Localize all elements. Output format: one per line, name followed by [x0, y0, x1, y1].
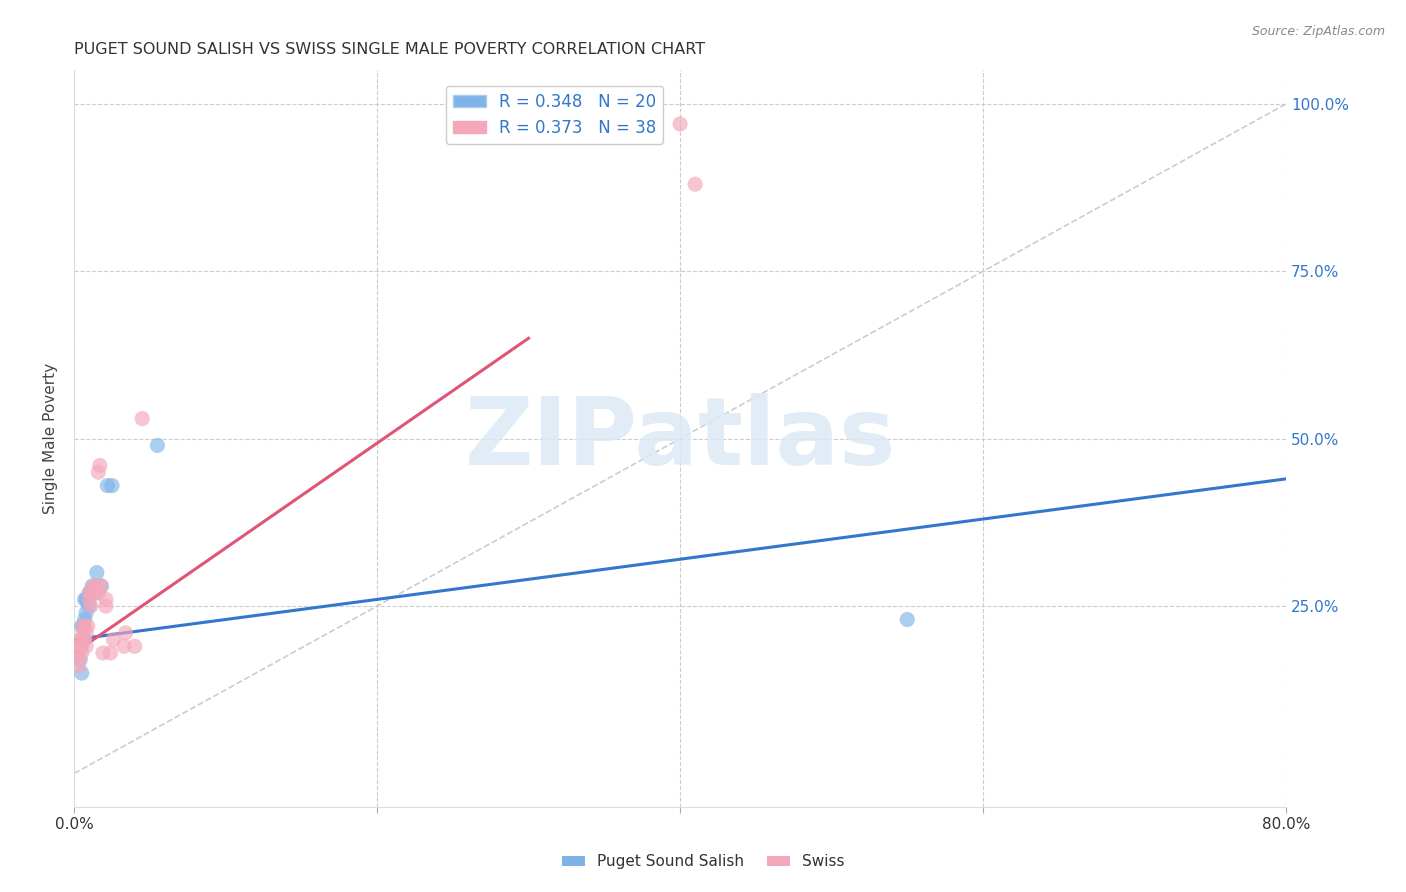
Point: [69, 640, 91, 654]
Point: [114, 626, 136, 640]
Point: [896, 613, 918, 627]
Point: [69, 653, 91, 667]
Point: [86, 585, 108, 599]
Point: [124, 640, 146, 654]
Point: [94, 599, 117, 613]
Point: [86, 566, 108, 580]
Point: [67, 659, 90, 673]
Point: [69, 632, 91, 647]
Point: [91, 646, 114, 660]
Point: [82, 579, 104, 593]
Point: [72, 619, 94, 633]
Point: [70, 640, 93, 654]
Legend: R = 0.348   N = 20, R = 0.373   N = 38: R = 0.348 N = 20, R = 0.373 N = 38: [446, 87, 664, 144]
Point: [67, 653, 90, 667]
Point: [87, 465, 110, 479]
Point: [77, 585, 100, 599]
Point: [83, 579, 105, 593]
Y-axis label: Single Male Poverty: Single Male Poverty: [44, 363, 58, 515]
Text: PUGET SOUND SALISH VS SWISS SINGLE MALE POVERTY CORRELATION CHART: PUGET SOUND SALISH VS SWISS SINGLE MALE …: [75, 42, 706, 57]
Point: [76, 592, 98, 607]
Point: [73, 613, 96, 627]
Point: [77, 585, 100, 599]
Text: Source: ZipAtlas.com: Source: ZipAtlas.com: [1251, 25, 1385, 38]
Point: [73, 632, 96, 647]
Point: [70, 646, 93, 660]
Point: [84, 579, 107, 593]
Point: [70, 619, 93, 633]
Point: [73, 619, 96, 633]
Point: [72, 626, 94, 640]
Point: [77, 592, 100, 607]
Point: [70, 666, 93, 681]
Point: [146, 438, 169, 452]
Point: [77, 599, 100, 613]
Point: [683, 178, 706, 192]
Point: [87, 585, 110, 599]
Point: [131, 411, 153, 425]
Point: [73, 592, 96, 607]
Point: [75, 640, 97, 654]
Point: [83, 585, 105, 599]
Point: [72, 632, 94, 647]
Point: [80, 599, 103, 613]
Point: [100, 646, 122, 660]
Point: [75, 626, 97, 640]
Legend: Puget Sound Salish, Swiss: Puget Sound Salish, Swiss: [555, 848, 851, 875]
Point: [638, 117, 661, 131]
Point: [101, 478, 124, 492]
Point: [90, 579, 112, 593]
Point: [89, 458, 111, 473]
Point: [669, 117, 692, 131]
Point: [76, 619, 98, 633]
Point: [70, 632, 93, 647]
Point: [103, 632, 125, 647]
Point: [82, 585, 104, 599]
Point: [66, 646, 89, 660]
Point: [96, 478, 118, 492]
Point: [75, 606, 97, 620]
Point: [72, 619, 94, 633]
Point: [112, 640, 135, 654]
Text: ZIPatlas: ZIPatlas: [464, 392, 896, 484]
Point: [94, 592, 117, 607]
Point: [90, 579, 112, 593]
Point: [75, 592, 97, 607]
